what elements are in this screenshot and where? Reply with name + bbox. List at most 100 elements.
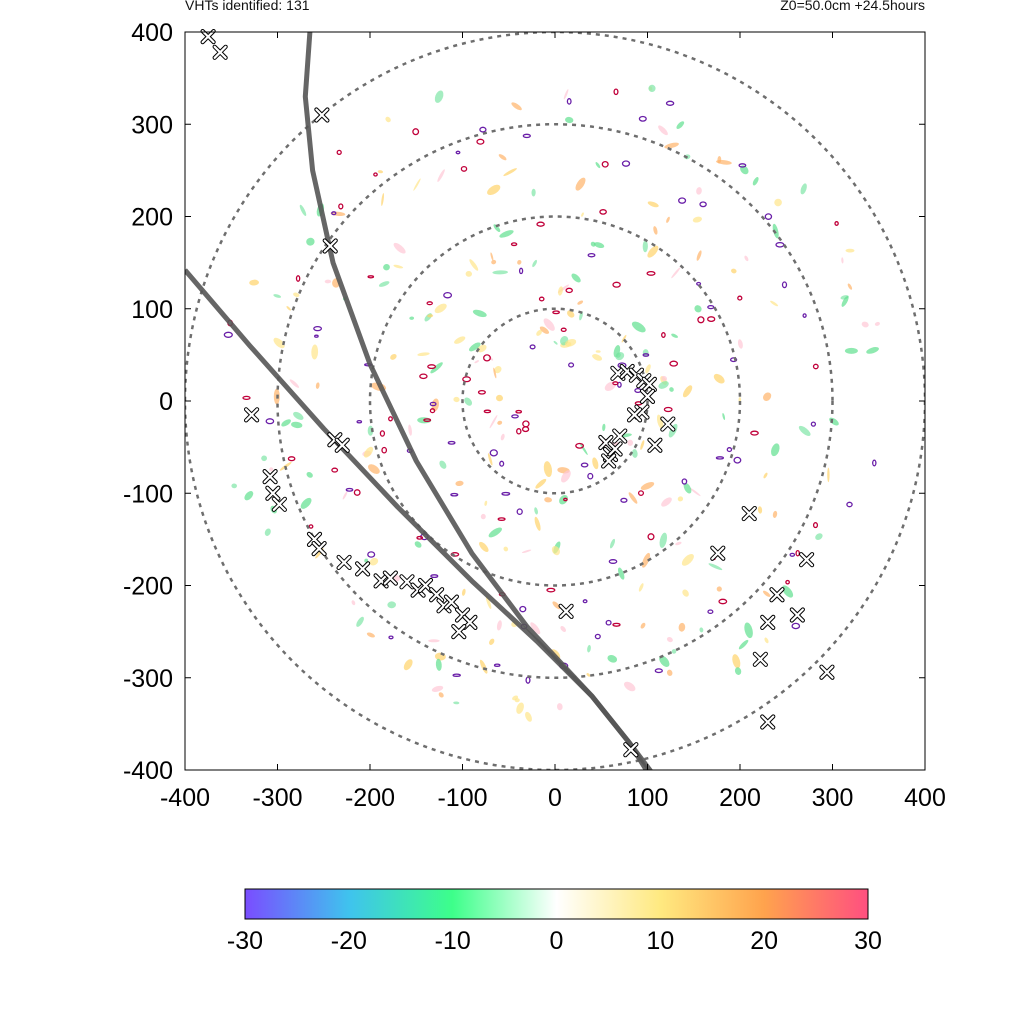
field-blob — [291, 421, 303, 429]
field-blob — [640, 440, 645, 450]
field-blob — [480, 513, 486, 520]
field-blob — [424, 313, 432, 322]
field-blob — [571, 273, 581, 283]
contour-cell — [781, 281, 788, 289]
x-tick-label: -300 — [252, 784, 302, 812]
vht-marker — [311, 541, 327, 557]
field-blob — [581, 212, 584, 217]
field-blob — [640, 622, 646, 629]
vht-marker — [271, 496, 287, 512]
y-tick-label: 400 — [131, 19, 173, 47]
vht-marker — [429, 587, 445, 603]
contour-cell — [353, 489, 361, 496]
contour-cell — [661, 332, 666, 338]
contour-cell — [789, 552, 796, 557]
field-blob — [366, 632, 375, 638]
field-blob — [624, 681, 636, 692]
field-blob — [772, 223, 779, 239]
field-blob — [439, 460, 447, 469]
contour-cell — [601, 160, 609, 168]
contour-cell — [750, 430, 759, 436]
field-blob — [553, 340, 558, 345]
field-blob — [692, 216, 703, 223]
field-blob — [414, 541, 422, 548]
field-blob — [717, 156, 722, 164]
field-blob — [658, 125, 668, 136]
field-blob — [645, 364, 651, 374]
field-blob — [535, 478, 547, 489]
contour-cell — [791, 622, 801, 630]
field-blob — [731, 268, 737, 274]
field-blob — [575, 177, 586, 191]
field-blob — [615, 352, 625, 361]
y-tick-label: -300 — [123, 665, 173, 693]
field-blob — [631, 449, 638, 458]
field-blob — [311, 344, 319, 360]
range-ring — [461, 307, 649, 495]
contour-cell — [587, 252, 596, 258]
contour-cell — [812, 363, 819, 370]
field-blob — [469, 259, 479, 271]
field-blob — [682, 589, 689, 597]
field-blob — [682, 385, 693, 398]
contour-cell — [521, 426, 530, 433]
field-blob — [464, 397, 473, 406]
contour-cell — [785, 579, 790, 585]
y-tick-label: 300 — [131, 111, 173, 139]
contour-cell — [416, 535, 424, 540]
vht-marker — [752, 651, 768, 667]
field-blob — [565, 116, 574, 124]
contour-cell — [605, 619, 612, 626]
contour-cell — [356, 419, 363, 424]
field-blob — [659, 655, 670, 667]
field-blob — [648, 84, 656, 93]
field-blob — [763, 472, 768, 479]
field-blob — [377, 170, 384, 174]
field-blob — [577, 300, 584, 305]
field-blob — [752, 176, 759, 186]
field-blob — [647, 245, 659, 258]
colorbar: -30 -20 -10 0 10 20 30 — [227, 888, 882, 955]
field-blob — [841, 295, 849, 307]
vht-marker — [558, 603, 574, 619]
field-blob — [669, 387, 674, 392]
contour-cell — [388, 416, 393, 422]
contour-cell — [582, 599, 588, 604]
contour-cell — [427, 364, 437, 370]
field-blob — [489, 414, 498, 429]
field-blob — [631, 321, 646, 333]
field-blob — [815, 533, 823, 540]
field-blob — [269, 467, 274, 472]
field-blob — [413, 178, 421, 191]
field-blob — [534, 516, 541, 531]
field-blob — [496, 394, 503, 402]
contour-cell — [707, 304, 715, 310]
field-blob — [530, 622, 541, 635]
field-blob — [299, 204, 307, 216]
y-tick-label: 0 — [159, 388, 173, 416]
vht-marker — [443, 594, 459, 610]
contour-cell — [872, 459, 877, 467]
vht-marker — [660, 416, 676, 432]
field-blob — [244, 491, 254, 501]
contour-cell — [314, 334, 319, 338]
field-blob — [387, 601, 396, 609]
field-blob — [498, 154, 507, 161]
field-blob — [647, 201, 659, 208]
contour-cell — [489, 449, 498, 457]
field-blob — [499, 230, 514, 238]
contour-cell — [455, 150, 461, 155]
field-blob — [866, 347, 879, 354]
vht-marker — [355, 561, 371, 577]
contour-cell — [388, 635, 394, 640]
contour-cell — [696, 281, 702, 286]
range-ring — [276, 122, 834, 680]
field-blob — [827, 467, 830, 483]
field-blob — [514, 698, 520, 703]
field-blob — [653, 226, 658, 235]
colorbar-tick-label: -10 — [435, 927, 471, 955]
field-blob — [368, 464, 380, 474]
contour-cell — [812, 522, 819, 529]
field-blob — [744, 622, 753, 639]
vht-marker — [639, 388, 656, 404]
